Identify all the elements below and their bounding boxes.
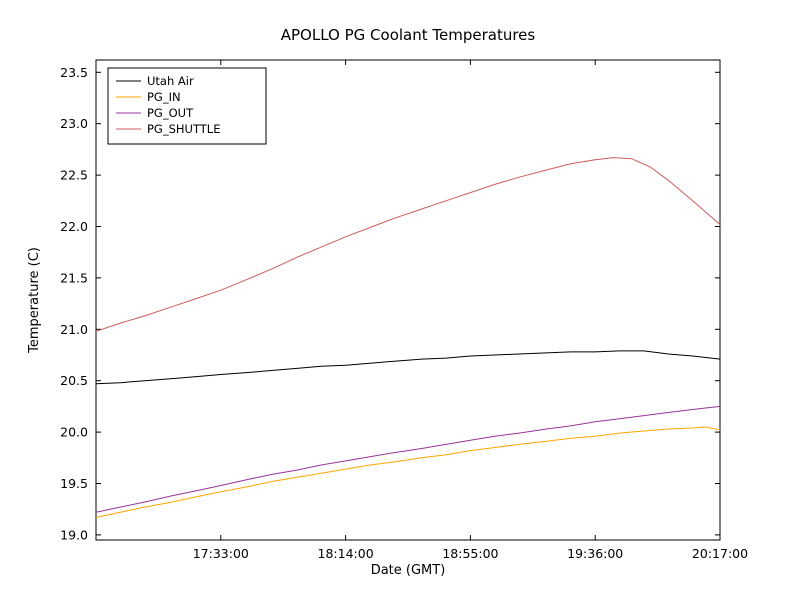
x-axis-label: Date (GMT) [371, 563, 446, 578]
legend-entry: PG_SHUTTLE [116, 122, 220, 136]
series-line-pg-shuttle [95, 157, 721, 332]
y-tick-label: 22.0 [60, 219, 88, 234]
legend-label: PG_SHUTTLE [147, 122, 220, 136]
axes-layer: 17:33:00 18:14:00 18:55:00 19:36:00 20:17:00… [60, 59, 748, 561]
y-tick-label: 21.0 [60, 322, 88, 337]
y-tick-label: 19.5 [60, 476, 88, 491]
legend-entry: PG_OUT [116, 106, 194, 120]
y-tick-label: 19.0 [60, 527, 88, 542]
series-layer [95, 157, 721, 518]
x-tick-label: 19:36:00 [567, 546, 623, 561]
legend-label: Utah Air [147, 74, 194, 88]
legend-entry: Utah Air [116, 74, 194, 88]
legend-entry: PG_IN [116, 90, 181, 104]
y-tick-label: 22.5 [60, 168, 88, 183]
y-tick-label: 23.5 [60, 65, 88, 80]
chart-title: APOLLO PG Coolant Temperatures [281, 26, 536, 44]
x-tick-label: 18:14:00 [318, 546, 374, 561]
legend-label: PG_OUT [147, 106, 194, 120]
plot-frame [95, 59, 721, 541]
legend-label: PG_IN [147, 90, 181, 104]
series-line-pg-out [95, 405, 721, 513]
x-tick-label: 20:17:00 [692, 546, 748, 561]
y-tick-label: 20.0 [60, 425, 88, 440]
series-line-pg-in [95, 426, 721, 518]
y-axis-label: Temperature (C) [27, 247, 42, 354]
series-line-utah-air [95, 350, 721, 385]
y-tick-label: 20.5 [60, 373, 88, 388]
x-tick-label: 17:33:00 [193, 546, 249, 561]
legend: Utah Air PG_IN PG_OUT PG_SHUTTLE [107, 67, 267, 145]
x-tick-label: 18:55:00 [442, 546, 498, 561]
y-tick-label: 23.0 [60, 116, 88, 131]
y-tick-label: 21.5 [60, 270, 88, 285]
